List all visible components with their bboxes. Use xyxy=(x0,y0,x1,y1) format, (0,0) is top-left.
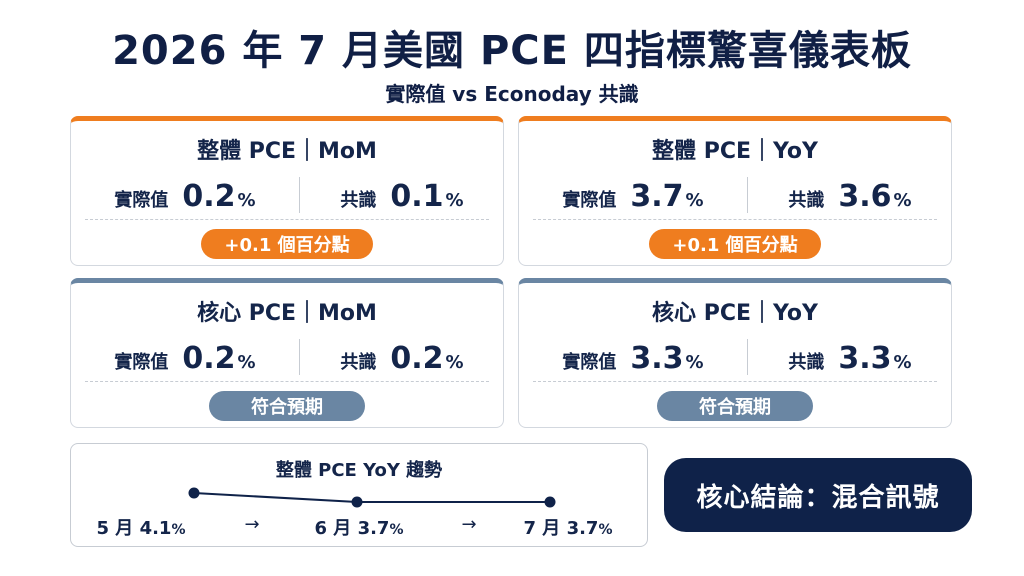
card-headline-pce-yoy: 整體 PCE｜YoY 實際值 3.7 % 共識 3.6 % +0.1 個百分點 xyxy=(518,116,952,266)
consensus-label: 共識 xyxy=(788,190,825,211)
surprise-badge: +0.1 個百分點 xyxy=(649,229,821,259)
dashed-divider xyxy=(533,381,937,382)
consensus-cell: 共識 3.6 % xyxy=(747,173,951,223)
actual-unit: % xyxy=(685,352,704,373)
consensus-value: 3.6 xyxy=(838,179,892,214)
consensus-unit: % xyxy=(893,190,912,211)
consensus-value: 0.2 xyxy=(390,341,444,376)
card-core-pce-yoy: 核心 PCE｜YoY 實際值 3.3 % 共識 3.3 % 符合預期 xyxy=(518,278,952,428)
actual-label: 實際值 xyxy=(114,190,169,211)
trend-point-1 xyxy=(351,496,363,508)
consensus-label: 共識 xyxy=(340,190,377,211)
arrow-icon: → xyxy=(244,514,260,535)
consensus-cell: 共識 0.2 % xyxy=(299,335,503,385)
consensus-cell: 共識 0.1 % xyxy=(299,173,503,223)
surprise-badge: +0.1 個百分點 xyxy=(201,229,373,259)
actual-value: 0.2 xyxy=(182,341,236,376)
page-title: 2026 年 7 月美國 PCE 四指標驚喜儀表板 xyxy=(112,28,912,74)
consensus-label: 共識 xyxy=(340,352,377,373)
actual-label: 實際值 xyxy=(562,190,617,211)
card-core-pce-mom: 核心 PCE｜MoM 實際值 0.2 % 共識 0.2 % 符合預期 xyxy=(70,278,504,428)
trend-title: 整體 PCE YoY 趨勢 xyxy=(275,460,443,481)
conclusion-banner: 核心結論：混合訊號 xyxy=(664,458,972,532)
actual-cell: 實際值 0.2 % xyxy=(71,335,299,385)
arrow-icon: → xyxy=(461,514,477,535)
trend-label-may: 5 月 4.1% xyxy=(96,518,186,539)
trend-line-chart xyxy=(188,487,556,508)
divider xyxy=(747,339,748,375)
actual-value: 3.3 xyxy=(630,341,684,376)
consensus-value: 3.3 xyxy=(838,341,892,376)
actual-unit: % xyxy=(237,352,256,373)
trend-panel: 整體 PCE YoY 趨勢 5 月 4.1% → 6 月 3.7% → 7 月 … xyxy=(70,443,648,547)
card-title: 整體 PCE｜MoM xyxy=(197,139,377,164)
actual-unit: % xyxy=(237,190,256,211)
in-line-badge: 符合預期 xyxy=(657,391,813,421)
consensus-unit: % xyxy=(445,190,464,211)
actual-label: 實際值 xyxy=(562,352,617,373)
consensus-unit: % xyxy=(893,352,912,373)
consensus-cell: 共識 3.3 % xyxy=(747,335,951,385)
divider xyxy=(299,177,300,213)
actual-cell: 實際值 0.2 % xyxy=(71,173,299,223)
consensus-value: 0.1 xyxy=(390,179,444,214)
trend-label-jul: 7 月 3.7% xyxy=(523,518,613,539)
trend-label-jun: 6 月 3.7% xyxy=(314,518,404,539)
consensus-unit: % xyxy=(445,352,464,373)
divider xyxy=(747,177,748,213)
card-headline-pce-mom: 整體 PCE｜MoM 實際值 0.2 % 共識 0.1 % +0.1 個百分點 xyxy=(70,116,504,266)
actual-value: 3.7 xyxy=(630,179,684,214)
actual-value: 0.2 xyxy=(182,179,236,214)
dashed-divider xyxy=(533,219,937,220)
trend-series-line xyxy=(193,492,550,503)
dashed-divider xyxy=(85,219,489,220)
dashed-divider xyxy=(85,381,489,382)
actual-unit: % xyxy=(685,190,704,211)
consensus-label: 共識 xyxy=(788,352,825,373)
trend-point-2 xyxy=(544,496,556,508)
page-subtitle: 實際值 vs Econoday 共識 xyxy=(385,82,639,106)
actual-cell: 實際值 3.3 % xyxy=(519,335,747,385)
card-title: 核心 PCE｜MoM xyxy=(197,301,377,326)
actual-cell: 實際值 3.7 % xyxy=(519,173,747,223)
actual-label: 實際值 xyxy=(114,352,169,373)
card-title: 整體 PCE｜YoY xyxy=(652,139,818,164)
trend-point-0 xyxy=(188,487,200,499)
divider xyxy=(299,339,300,375)
in-line-badge: 符合預期 xyxy=(209,391,365,421)
card-title: 核心 PCE｜YoY xyxy=(652,301,818,326)
